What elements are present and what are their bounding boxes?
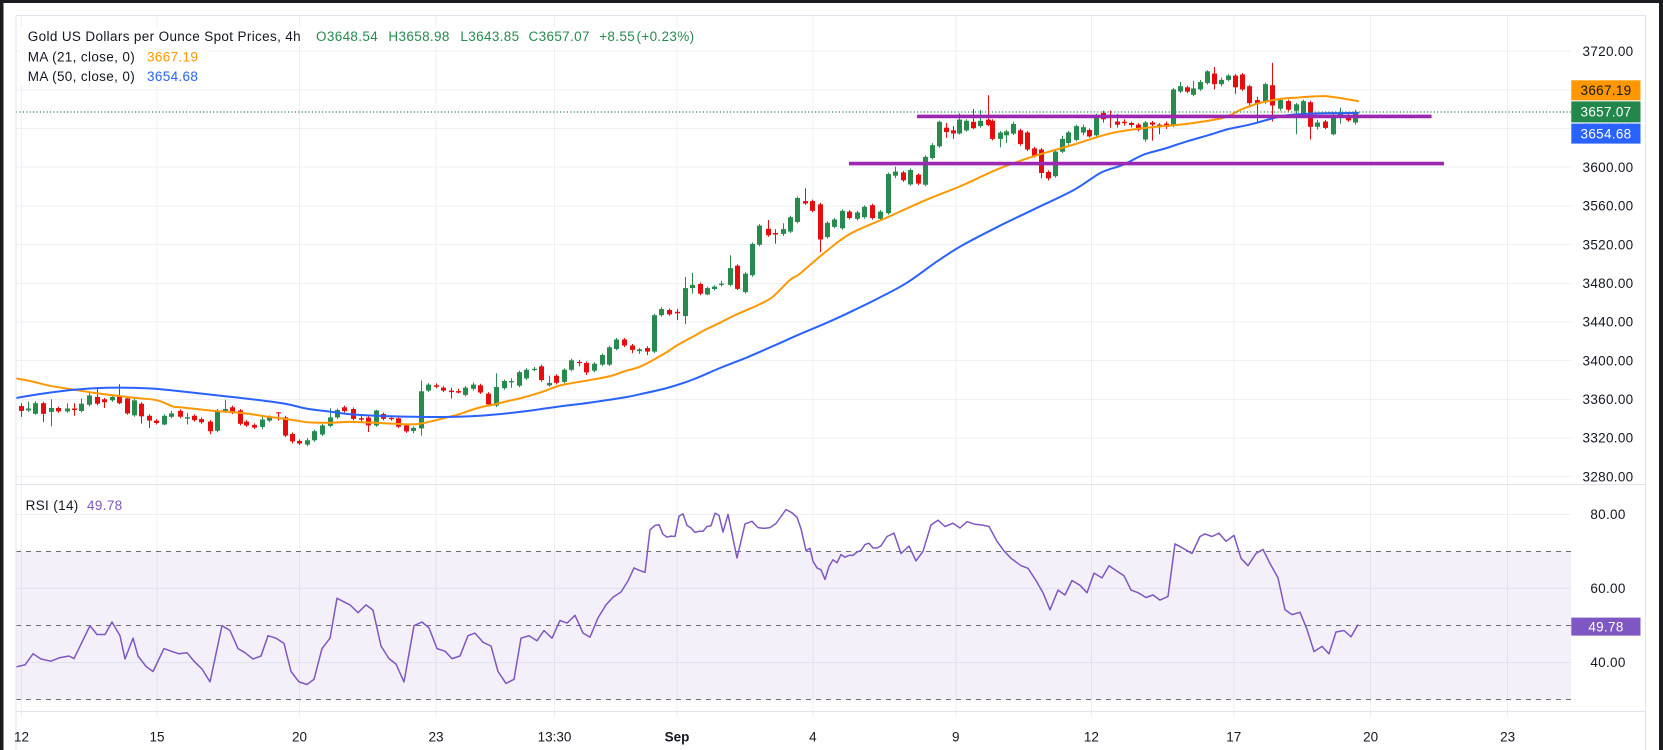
svg-text:80.00: 80.00 — [1590, 507, 1625, 522]
svg-text:RSI (14): RSI (14) — [26, 498, 79, 513]
svg-text:17: 17 — [1226, 730, 1241, 745]
svg-text:49.78: 49.78 — [87, 498, 123, 513]
svg-text:O3648.54: O3648.54 — [316, 29, 378, 44]
svg-text:H3658.98: H3658.98 — [388, 29, 449, 44]
svg-text:3440.00: 3440.00 — [1583, 315, 1634, 330]
svg-text:3654.68: 3654.68 — [147, 69, 198, 84]
svg-text:12: 12 — [1084, 730, 1099, 745]
svg-text:60.00: 60.00 — [1590, 581, 1625, 596]
svg-text:3560.00: 3560.00 — [1583, 199, 1634, 214]
svg-text:3280.00: 3280.00 — [1583, 469, 1634, 484]
svg-text:3480.00: 3480.00 — [1583, 276, 1634, 291]
svg-text:Gold US Dollars per Ounce Spot: Gold US Dollars per Ounce Spot Prices, 4… — [28, 29, 301, 44]
svg-text:15: 15 — [149, 730, 164, 745]
svg-text:+8.55: +8.55 — [599, 29, 635, 44]
svg-text:23: 23 — [428, 730, 443, 745]
svg-text:9: 9 — [952, 730, 960, 745]
svg-text:Sep: Sep — [665, 730, 690, 745]
svg-text:3720.00: 3720.00 — [1583, 44, 1634, 59]
svg-text:3600.00: 3600.00 — [1583, 160, 1634, 175]
svg-text:4: 4 — [809, 730, 817, 745]
svg-text:3360.00: 3360.00 — [1583, 392, 1634, 407]
svg-text:3520.00: 3520.00 — [1583, 237, 1634, 252]
svg-text:3657.07: 3657.07 — [1581, 105, 1632, 120]
svg-text:3400.00: 3400.00 — [1583, 353, 1634, 368]
svg-text:MA (50, close, 0): MA (50, close, 0) — [28, 69, 135, 84]
svg-text:L3643.85: L3643.85 — [460, 29, 519, 44]
svg-text:3667.19: 3667.19 — [147, 50, 198, 65]
svg-text:13:30: 13:30 — [538, 730, 572, 745]
svg-text:20: 20 — [1363, 730, 1378, 745]
svg-text:23: 23 — [1500, 730, 1515, 745]
svg-text:3654.68: 3654.68 — [1581, 126, 1632, 141]
svg-text:MA (21, close, 0): MA (21, close, 0) — [28, 50, 135, 65]
svg-text:3667.19: 3667.19 — [1581, 83, 1632, 98]
svg-text:C3657.07: C3657.07 — [529, 29, 590, 44]
svg-text:49.78: 49.78 — [1588, 619, 1623, 634]
svg-text:40.00: 40.00 — [1590, 655, 1625, 670]
svg-text:20: 20 — [292, 730, 307, 745]
svg-text:3320.00: 3320.00 — [1583, 431, 1634, 446]
svg-text:12: 12 — [14, 730, 29, 745]
svg-text:(+0.23%): (+0.23%) — [637, 29, 695, 44]
